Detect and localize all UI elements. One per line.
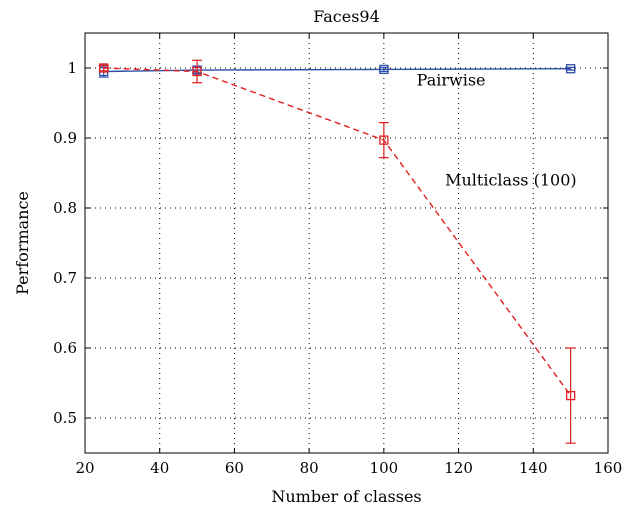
data-point-multiclass-100: [99, 63, 109, 73]
x-tick-label: 80: [300, 459, 319, 477]
y-tick-label: 0.5: [53, 409, 77, 427]
ticks: 20 40 60 80 100 120 140 160 0.5 0.6 0.7 0.8 0.9 1: [53, 33, 622, 477]
series-group: [98, 59, 576, 444]
x-tick-label: 20: [75, 459, 94, 477]
plot-frame: [84, 32, 609, 454]
data-point-multiclass-100: [379, 135, 389, 145]
x-tick-label: 100: [370, 459, 399, 477]
annotations: Pairwise Multiclass (100): [417, 71, 577, 190]
x-tick-label: 160: [594, 459, 623, 477]
chart-title: Faces94: [313, 7, 380, 26]
series-line-pairwise: [103, 68, 571, 73]
series-line-multiclass-100: [103, 67, 572, 397]
data-point-multiclass-100: [192, 66, 202, 77]
x-tick-label: 140: [519, 459, 548, 477]
x-tick-label: 60: [225, 459, 244, 477]
data-point-pairwise: [379, 64, 389, 75]
y-tick-label: 0.8: [53, 199, 77, 217]
y-tick-label: 1: [67, 59, 77, 77]
annotation-label: Pairwise: [417, 71, 486, 90]
series-pairwise: [98, 64, 576, 78]
y-tick-label: 0.6: [53, 339, 77, 357]
x-axis-title: Number of classes: [271, 487, 421, 506]
series-multiclass-100: [98, 59, 576, 444]
y-tick-label: 0.9: [53, 129, 77, 147]
annotation-label: Multiclass (100): [445, 171, 577, 190]
y-axis-title: Performance: [13, 191, 32, 295]
grid: [85, 33, 608, 453]
y-tick-label: 0.7: [53, 269, 77, 287]
data-point-pairwise: [565, 64, 576, 74]
x-tick-label: 40: [150, 459, 169, 477]
x-tick-label: 120: [444, 459, 473, 477]
data-point-multiclass-100: [565, 390, 576, 401]
